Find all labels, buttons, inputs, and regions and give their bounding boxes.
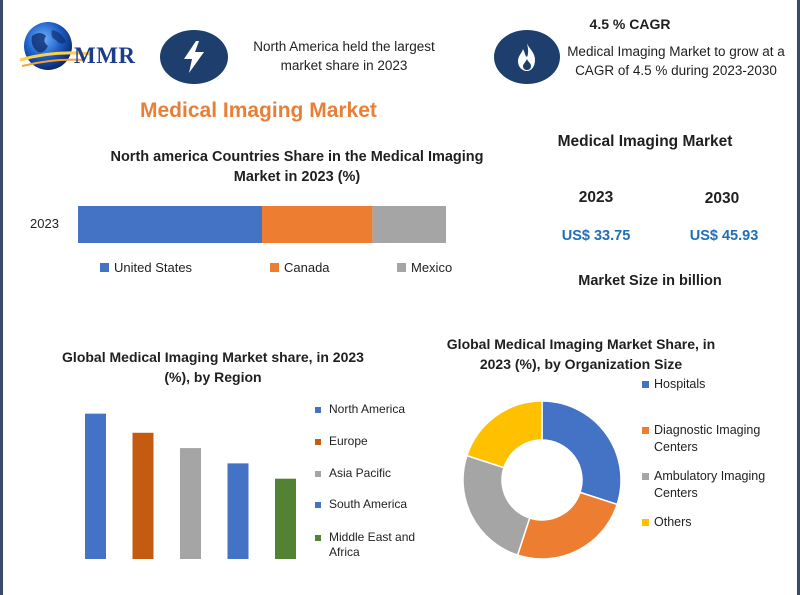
legend-item-asia-pacific: Asia Pacific [315, 466, 429, 481]
legend-label: Canada [284, 260, 330, 275]
globe-icon [19, 22, 91, 70]
legend-item-middle-east-africa: Middle East and Africa [315, 530, 429, 560]
legend-label: Middle East and Africa [329, 530, 416, 559]
region-bar-chart [85, 413, 296, 559]
legend-item-ambulatory-imaging-centers: Ambulatory Imaging Centers [642, 468, 784, 502]
legend-item-mexico: Mexico [397, 260, 452, 275]
legend-label: Asia Pacific [329, 466, 392, 480]
bar-segment-canada [262, 206, 373, 243]
legend-swatch [315, 407, 321, 413]
legend-label: Hospitals [654, 377, 706, 391]
legend-item-north-america: North America [315, 402, 429, 417]
region-chart-title: Global Medical Imaging Market share, in … [62, 349, 364, 385]
stacked-bar-chart [78, 206, 446, 243]
market-size-value-2030: US$ 45.93 [689, 228, 759, 244]
legend-swatch [315, 439, 321, 445]
main-title: Medical Imaging Market [140, 99, 377, 122]
header-stat-text: North America held the largest market sh… [253, 39, 435, 73]
legend-swatch [270, 263, 279, 272]
donut-slice-diagnostic-imaging-centers [516, 491, 619, 560]
bar-segment-mexico [372, 206, 446, 243]
legend-label: Ambulatory Imaging Centers [654, 469, 766, 500]
legend-label: United States [114, 260, 193, 275]
bar-segment-united-states [78, 206, 262, 243]
market-size-title: Medical Imaging Market [557, 133, 733, 150]
legend-swatch [642, 427, 649, 434]
legend-swatch [642, 473, 649, 480]
region-chart-legend: North America Europe Asia Pacific South … [315, 402, 435, 572]
mmr-logo [14, 16, 154, 76]
legend-swatch [642, 519, 649, 526]
legend-swatch [397, 263, 406, 272]
legend-swatch [642, 381, 649, 388]
legend-label: Diagnostic Imaging Centers [654, 423, 761, 454]
donut-slice-others [465, 400, 543, 469]
stacked-chart-category-label: 2023 [30, 216, 59, 231]
market-size-value-2023: US$ 33.75 [561, 228, 631, 244]
legend-label: Mexico [411, 260, 453, 275]
legend-label: Others [654, 515, 692, 529]
legend-swatch [315, 502, 321, 508]
logo-text: MMR [74, 43, 136, 68]
legend-item-diagnostic-imaging-centers: Diagnostic Imaging Centers [642, 422, 774, 456]
market-size-year-2030: 2030 [704, 190, 740, 207]
donut-slice-ambulatory-imaging-centers [462, 454, 531, 557]
bar-north-america [85, 413, 106, 559]
legend-swatch [100, 263, 109, 272]
bar-middle-east-and-africa [275, 478, 296, 559]
market-size-unit-note: Market Size in billion [578, 273, 722, 289]
legend-label: Europe [329, 434, 368, 448]
legend-item-europe: Europe [315, 434, 429, 449]
legend-swatch [315, 535, 321, 541]
bar-europe [132, 432, 154, 559]
donut-chart-legend: Hospitals Diagnostic Imaging Centers Amb… [642, 376, 792, 546]
legend-item-united-states: United States [100, 260, 192, 275]
donut-slice-hospitals [541, 400, 622, 506]
donut-chart-title: Global Medical Imaging Market Share, in … [446, 336, 716, 372]
legend-label: South America [329, 497, 408, 511]
lightning-bolt-icon [160, 30, 228, 84]
legend-label: North America [329, 402, 406, 416]
legend-item-canada: Canada [270, 260, 330, 275]
donut-chart [462, 400, 622, 560]
legend-item-others: Others [642, 514, 794, 531]
bar-asia-pacific [180, 448, 201, 559]
market-size-year-2023: 2023 [578, 189, 614, 206]
legend-item-south-america: South America [315, 497, 429, 512]
flame-icon [494, 30, 560, 84]
legend-swatch [315, 471, 321, 477]
legend-item-hospitals: Hospitals [642, 376, 794, 393]
bar-south-america [227, 463, 249, 559]
cagr-text: Medical Imaging Market to grow at a CAGR… [567, 44, 785, 78]
cagr-title: 4.5 % CAGR [589, 16, 671, 32]
stacked-chart-legend: United States Canada Mexico [100, 260, 490, 278]
stacked-chart-title: North america Countries Share in the Med… [110, 149, 484, 185]
